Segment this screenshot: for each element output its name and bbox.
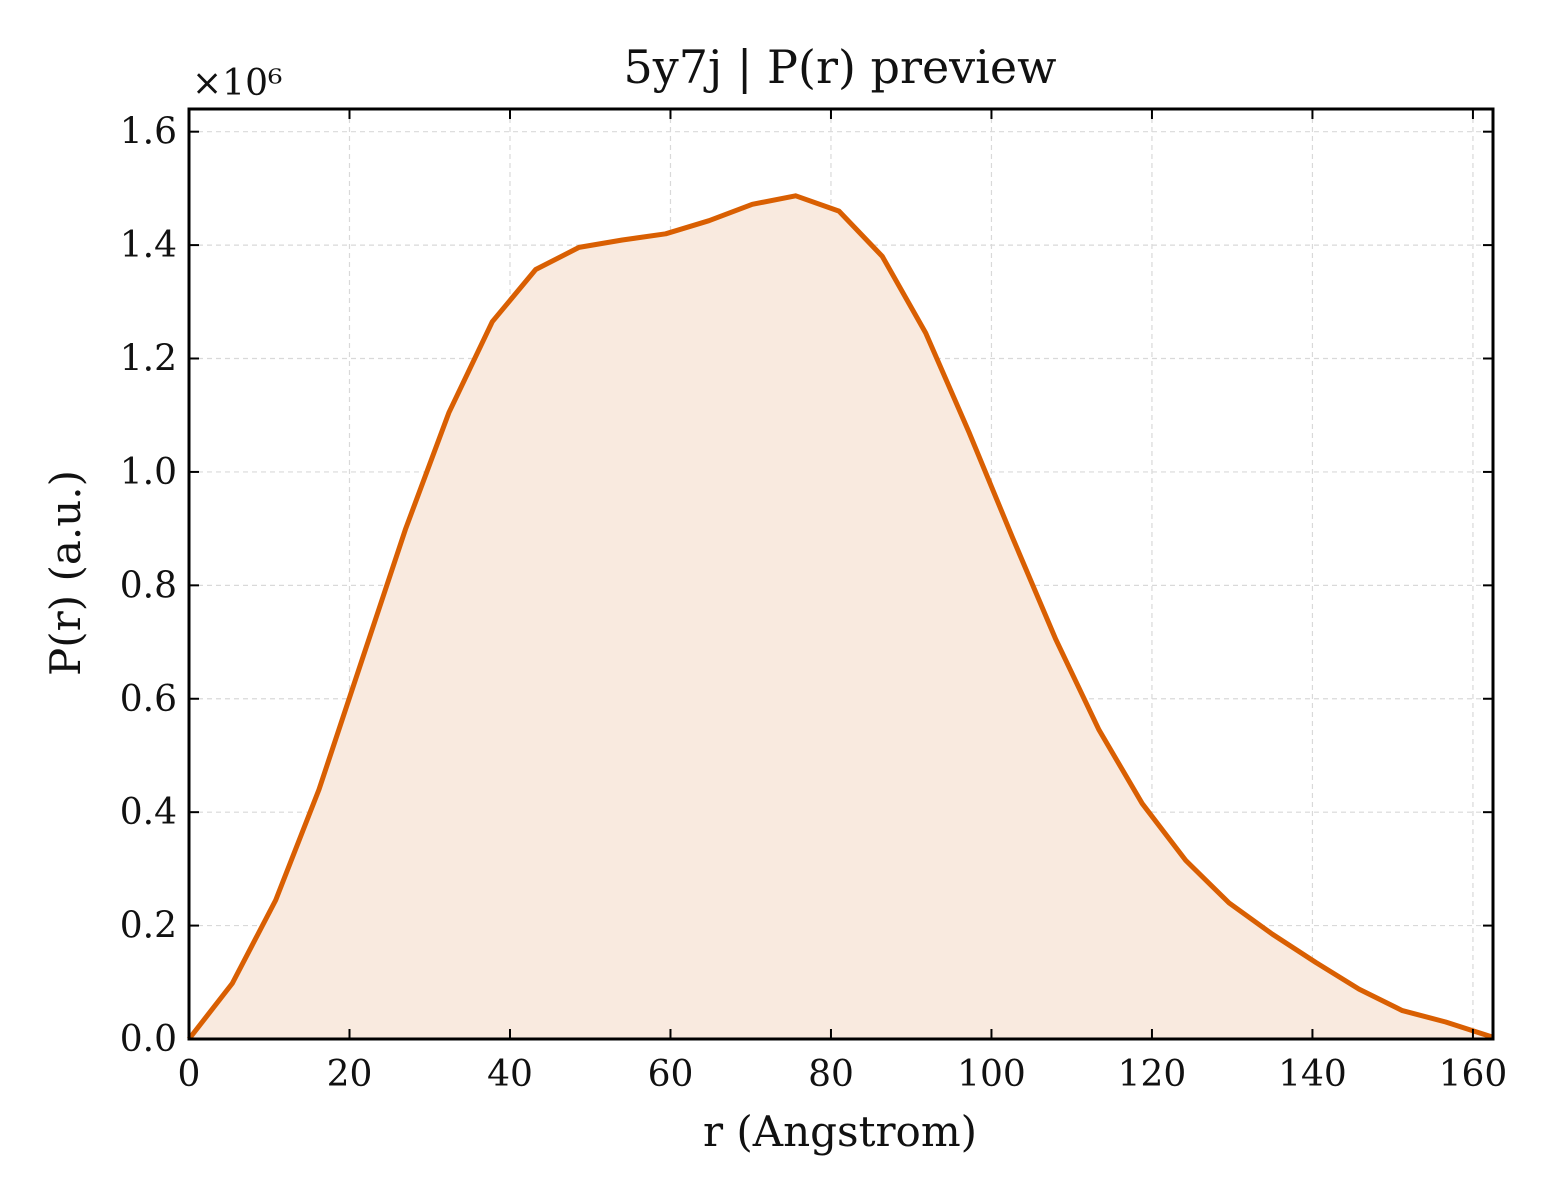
y-tick-label: 1.0	[120, 452, 177, 493]
y-tick-label: 1.6	[120, 112, 177, 153]
x-tick-label: 120	[1118, 1054, 1187, 1095]
pr-series-line	[187, 193, 1494, 1041]
y-tick-label: 0.0	[120, 1019, 177, 1060]
y-tick-label: 1.2	[120, 339, 177, 380]
pr-area-fill	[189, 195, 1493, 1040]
x-tick-labels: 0 20 40 60 80 100 120 140 160	[178, 1054, 1508, 1095]
y-tick-labels: 0.0 0.2 0.4 0.6 0.8 1.0 1.2 1.4 1.6	[120, 112, 177, 1060]
x-tick-label: 80	[808, 1054, 854, 1095]
axis-ticks	[188, 109, 1493, 1040]
chart-title: 5y7j | P(r) preview	[624, 40, 1057, 94]
x-tick-label: 40	[487, 1054, 533, 1095]
y-tick-label: 0.8	[120, 565, 177, 606]
x-tick-label: 0	[178, 1054, 201, 1095]
x-tick-label: 60	[648, 1054, 694, 1095]
plot-frame	[187, 107, 1495, 1041]
y-tick-label: 1.4	[120, 225, 177, 266]
y-tick-label: 0.4	[120, 792, 177, 833]
y-axis-label: P(r) (a.u.)	[41, 470, 90, 676]
y-tick-label: 0.6	[120, 679, 177, 720]
x-tick-label: 160	[1439, 1054, 1508, 1095]
x-tick-label: 100	[957, 1054, 1026, 1095]
x-tick-label: 140	[1278, 1054, 1347, 1095]
x-tick-label: 20	[327, 1054, 373, 1095]
y-tick-label: 0.2	[120, 906, 177, 947]
x-axis-label: r (Angstrom)	[703, 1107, 977, 1156]
y-multiplier-label: ×10⁶	[192, 63, 282, 104]
